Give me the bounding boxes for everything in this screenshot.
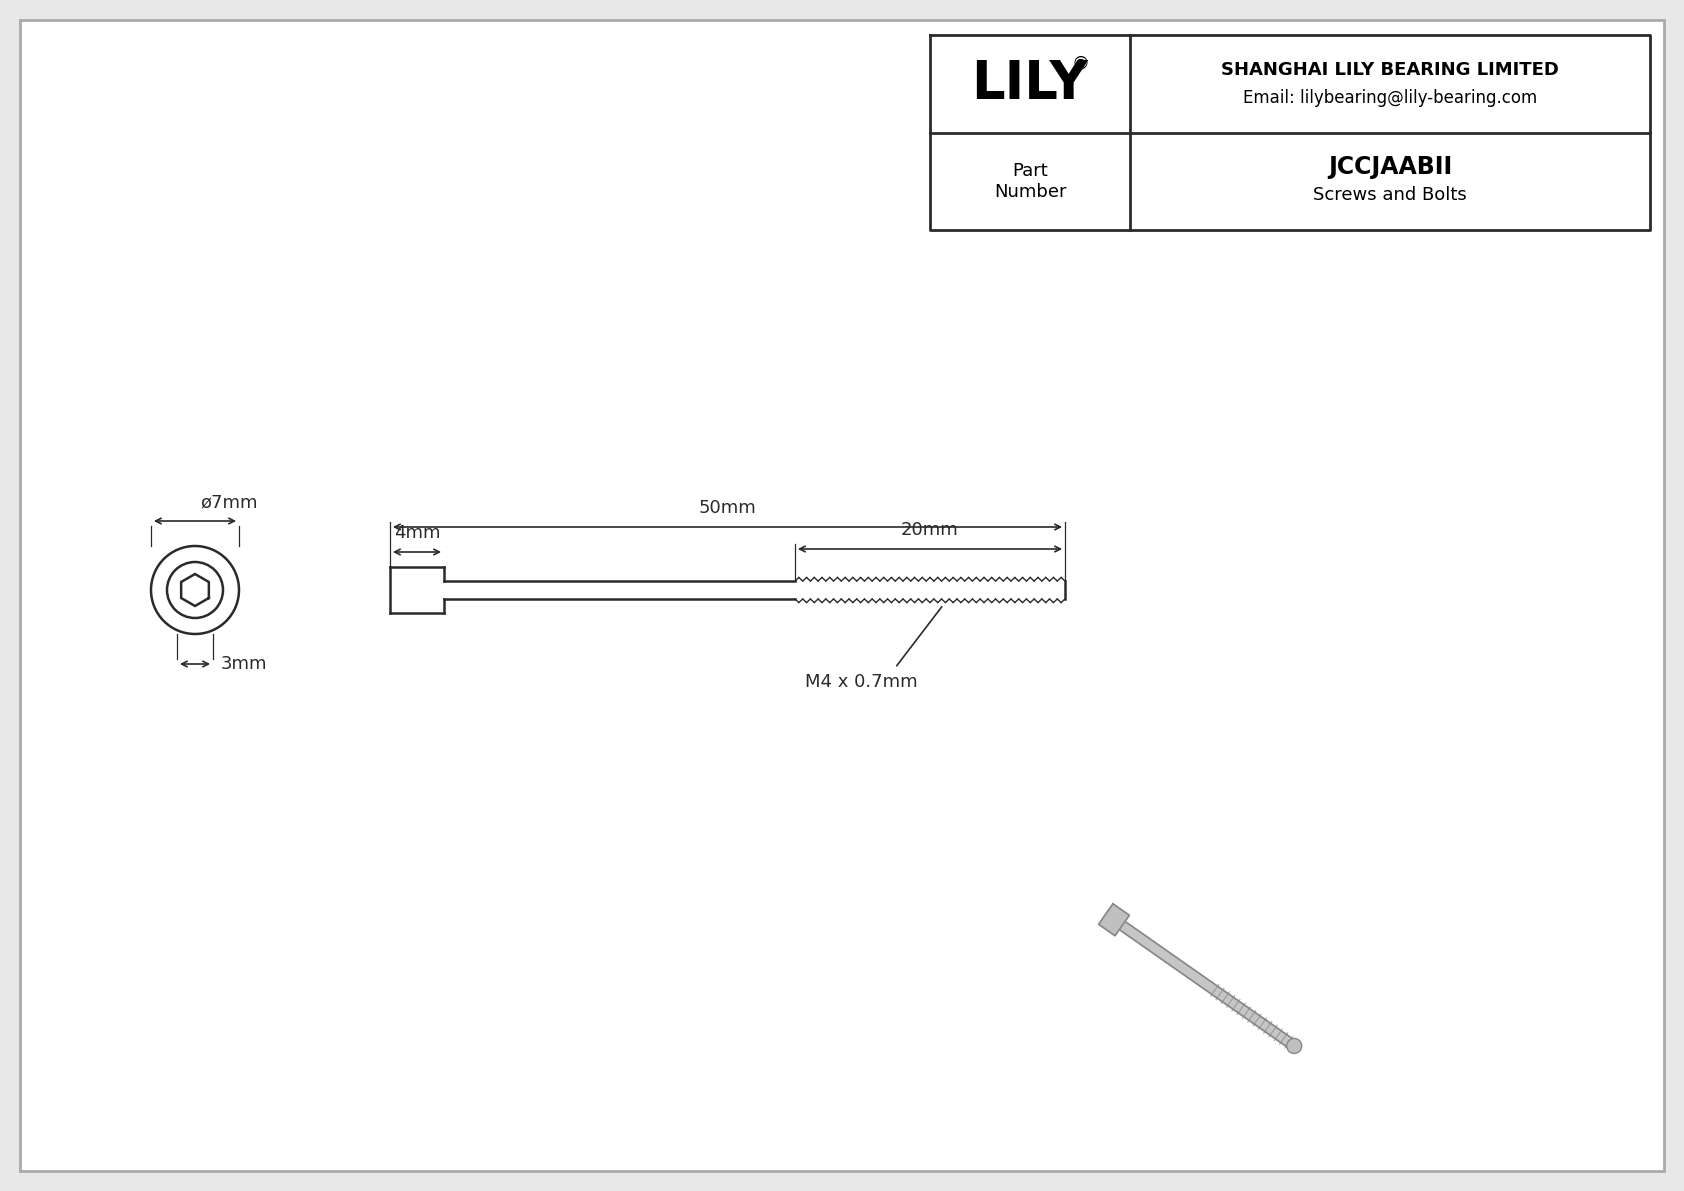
Text: ø7mm: ø7mm [200, 493, 258, 511]
Polygon shape [1098, 904, 1130, 936]
Text: Screws and Bolts: Screws and Bolts [1314, 186, 1467, 204]
Text: 50mm: 50mm [699, 499, 756, 517]
Text: 3mm: 3mm [221, 655, 268, 673]
Text: M4 x 0.7mm: M4 x 0.7mm [805, 673, 918, 691]
Text: 20mm: 20mm [901, 520, 958, 540]
Text: ®: ® [1071, 55, 1090, 73]
Text: JCCJAABII: JCCJAABII [1329, 155, 1452, 180]
Text: SHANGHAI LILY BEARING LIMITED: SHANGHAI LILY BEARING LIMITED [1221, 61, 1559, 79]
Circle shape [1287, 1039, 1302, 1054]
FancyBboxPatch shape [20, 20, 1664, 1171]
Text: LILY: LILY [972, 57, 1088, 110]
Polygon shape [1103, 910, 1297, 1050]
Text: 4mm: 4mm [394, 524, 440, 542]
Text: Email: lilybearing@lily-bearing.com: Email: lilybearing@lily-bearing.com [1243, 89, 1537, 107]
Text: Part
Number: Part Number [994, 162, 1066, 200]
